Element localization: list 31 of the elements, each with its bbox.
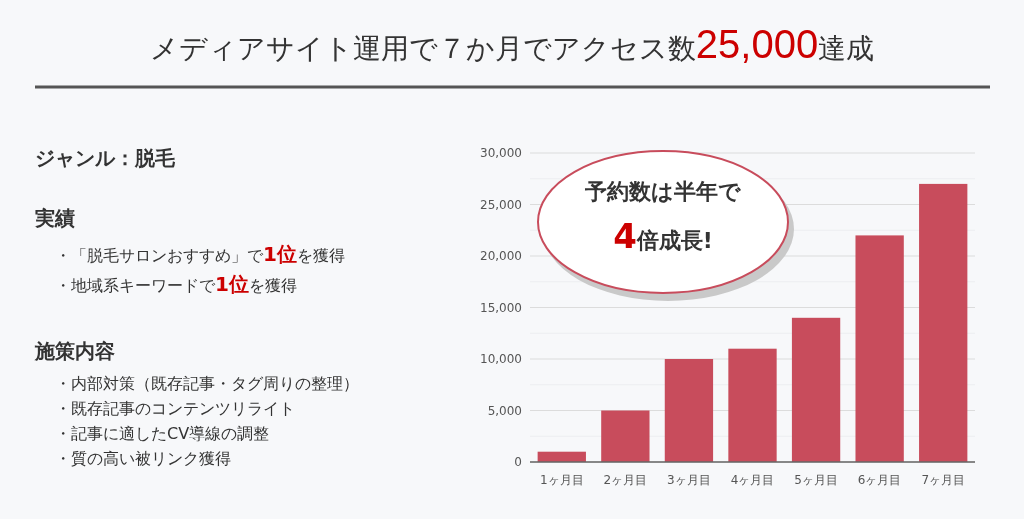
- text: ・質の高い被リンク獲得: [55, 449, 231, 470]
- x-tick-label: 4ヶ月目: [730, 473, 775, 487]
- x-tick-label: 2ヶ月目: [603, 473, 648, 487]
- chart-title: メディアサイト運用で７か月でアクセス数25,000達成: [148, 22, 876, 68]
- y-tick-label: 30,000: [480, 146, 522, 160]
- y-tick-label: 10,000: [480, 352, 522, 366]
- y-tick-label: 25,000: [480, 197, 522, 212]
- text: ・「脱毛サロンおすすめ」で1位を獲得: [55, 241, 345, 268]
- bar: [855, 235, 904, 462]
- bar: [791, 317, 841, 462]
- x-tick-label: 3ヶ月目: [667, 473, 711, 487]
- text: 施策内容: [35, 338, 115, 365]
- y-tick-label: 20,000: [480, 249, 522, 263]
- x-tick-label: 6ヶ月目: [857, 473, 902, 487]
- text: ・既存記事のコンテンツリライト: [55, 399, 295, 420]
- text: ・地域系キーワードで1位を獲得: [55, 271, 297, 298]
- annotation: 予約数は半年で4倍成長!: [584, 178, 742, 258]
- x-tick-label: 5ヶ月目: [794, 473, 838, 487]
- y-tick-label: 15,000: [480, 300, 522, 315]
- text: ・内部対策（既存記事・タグ周りの整理）: [55, 374, 359, 395]
- bar: [728, 348, 777, 462]
- x-tick-label: 1ヶ月目: [539, 473, 584, 487]
- text: ・記事に適したCV導線の調整: [55, 424, 270, 445]
- x-tick-label: 7ヶ月目: [921, 473, 966, 487]
- text: ジャンル：脱毛: [35, 145, 175, 172]
- bar: [664, 359, 714, 462]
- bar: [919, 183, 968, 462]
- bar: [601, 410, 650, 462]
- y-tick-label: 5,000: [487, 403, 522, 418]
- y-tick-label: 0: [514, 455, 522, 469]
- text: 実績: [35, 205, 75, 232]
